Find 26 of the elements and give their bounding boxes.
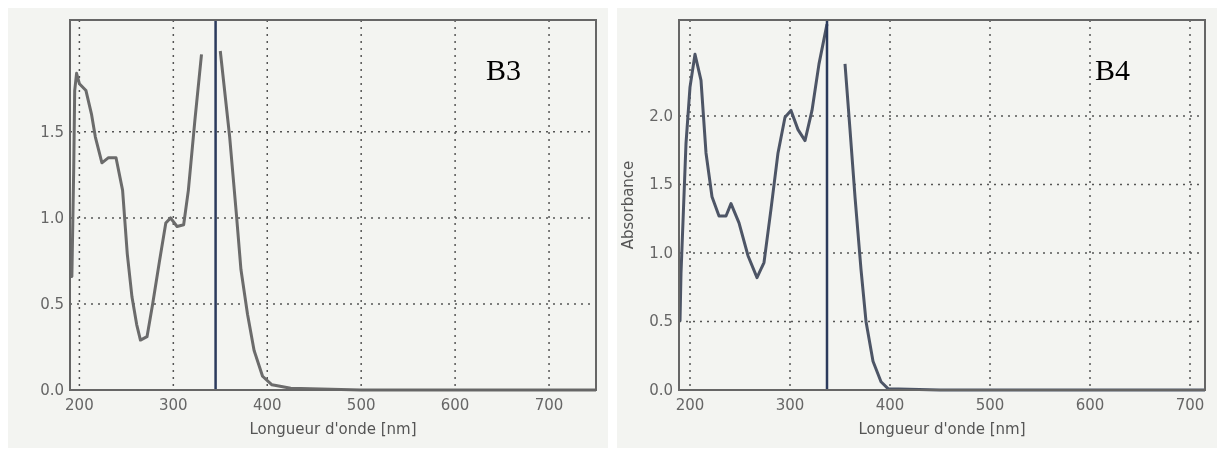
y-tick-label: 1.5 <box>649 175 673 194</box>
y-tick-label: 0.5 <box>40 294 64 313</box>
x-tick-label: 200 <box>675 396 705 414</box>
x-tick-label: 500 <box>346 396 376 414</box>
y-tick-label: 1.0 <box>40 208 64 227</box>
x-tick-label: 300 <box>159 396 188 414</box>
x-tick-label: 700 <box>1175 396 1205 414</box>
x-tick-label: 700 <box>534 396 564 414</box>
x-tick-label: 500 <box>975 396 1005 414</box>
y-axis-title: Absorbance <box>619 160 637 250</box>
annotation: B3 <box>486 53 522 86</box>
annotation: B4 <box>1095 53 1131 86</box>
x-tick-label: 400 <box>252 396 282 414</box>
y-tick-label: 0.0 <box>40 381 64 399</box>
x-tick-label: 600 <box>440 396 470 414</box>
y-tick-label: 0.0 <box>649 381 673 399</box>
x-axis-title: Longueur d'onde [nm] <box>249 420 417 438</box>
x-tick-label: 600 <box>1075 396 1105 414</box>
x-tick-label: 300 <box>775 396 805 414</box>
x-axis-title: Longueur d'onde [nm] <box>858 420 1026 438</box>
y-tick-label: 1.5 <box>40 122 64 141</box>
y-tick-label: 0.5 <box>649 312 673 331</box>
x-tick-label: 200 <box>65 396 94 414</box>
x-tick-label: 400 <box>875 396 905 414</box>
y-tick-label: 1.0 <box>649 243 673 262</box>
y-tick-label: 2.0 <box>649 106 673 125</box>
